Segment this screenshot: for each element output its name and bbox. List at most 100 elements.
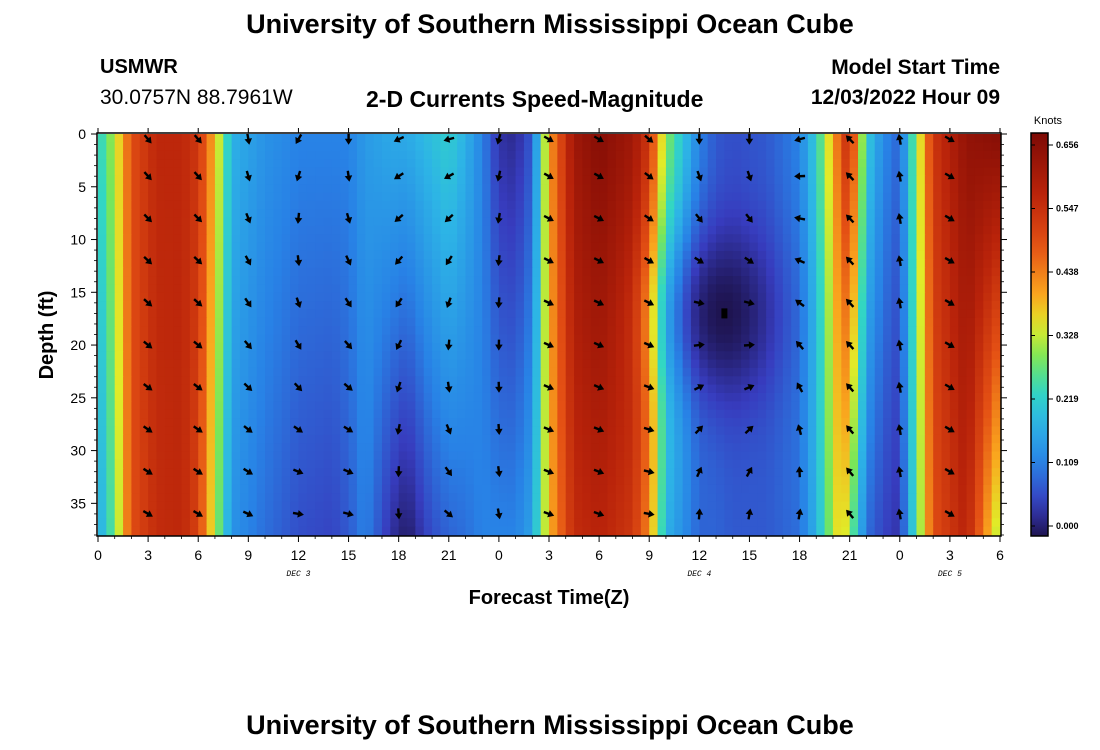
- heat-cell: [557, 409, 567, 419]
- heat-cell: [557, 217, 567, 227]
- heat-cell: [290, 317, 300, 327]
- heat-cell: [849, 443, 859, 453]
- heat-cell: [883, 192, 893, 202]
- heat-cell: [674, 225, 684, 235]
- heat-cell: [298, 159, 308, 169]
- heat-cell: [607, 443, 617, 453]
- heat-cell: [498, 259, 508, 269]
- heat-cell: [624, 276, 634, 285]
- heat-cell: [106, 409, 116, 419]
- heat-cell: [816, 384, 826, 394]
- heat-cell: [766, 409, 776, 419]
- heat-cell: [849, 225, 859, 235]
- heat-cell: [799, 175, 809, 185]
- heat-cell: [883, 159, 893, 169]
- heat-cell: [891, 501, 901, 511]
- heat-cell: [507, 501, 517, 511]
- heat-cell: [816, 192, 826, 202]
- heat-cell: [239, 167, 249, 177]
- heat-cell: [724, 409, 734, 419]
- heat-cell: [582, 250, 592, 260]
- heat-cell: [958, 509, 968, 519]
- heat-cell: [490, 401, 500, 411]
- heat-cell: [557, 292, 567, 302]
- heat-cell: [407, 242, 416, 252]
- heat-cell: [849, 167, 859, 177]
- heat-cell: [749, 418, 759, 427]
- heat-cell: [223, 250, 233, 260]
- heat-cell: [582, 451, 592, 461]
- heat-cell: [565, 493, 575, 503]
- heat-cell: [482, 142, 492, 152]
- heat-cell: [766, 217, 776, 227]
- heat-cell: [457, 351, 467, 361]
- heat-cell: [507, 367, 517, 377]
- heat-cell: [991, 342, 1001, 352]
- heat-cell: [465, 426, 475, 436]
- heat-cell: [290, 217, 300, 227]
- heat-cell: [448, 225, 458, 235]
- heat-cell: [432, 426, 442, 436]
- heat-cell: [457, 509, 467, 519]
- heat-cell: [949, 409, 959, 419]
- heat-cell: [298, 376, 308, 386]
- heat-cell: [832, 459, 842, 469]
- heat-cell: [340, 351, 350, 361]
- heat-cell: [824, 484, 834, 494]
- heat-cell: [381, 225, 391, 235]
- heat-cell: [189, 242, 199, 252]
- heat-cell: [741, 234, 751, 244]
- heat-cell: [690, 167, 700, 177]
- heat-cell: [473, 142, 483, 152]
- heat-cell: [365, 167, 375, 177]
- heat-cell: [949, 184, 959, 194]
- heat-cell: [807, 451, 817, 461]
- heat-cell: [824, 392, 834, 402]
- heat-cell: [415, 367, 425, 377]
- heat-cell: [407, 292, 416, 302]
- heat-cell: [590, 334, 600, 344]
- heat-cell: [315, 225, 325, 235]
- heat-cell: [949, 225, 959, 235]
- heat-cell: [933, 317, 943, 327]
- heat-cell: [958, 484, 968, 494]
- heat-cell: [874, 192, 884, 202]
- heat-cell: [908, 367, 918, 377]
- heat-cell: [373, 476, 383, 486]
- heat-cell: [866, 359, 876, 369]
- heat-cell: [699, 476, 709, 486]
- heat-cell: [390, 443, 400, 453]
- heat-cell: [532, 317, 542, 327]
- heat-cell: [565, 234, 575, 244]
- heat-cell: [457, 276, 467, 285]
- heat-cell: [640, 468, 650, 478]
- heat-cell: [323, 342, 333, 352]
- heat-cell: [148, 484, 158, 494]
- heat-cell: [916, 150, 926, 160]
- heat-cell: [323, 326, 333, 336]
- heat-cell: [457, 367, 467, 377]
- heat-cell: [265, 401, 274, 411]
- heat-cell: [807, 250, 817, 260]
- heat-cell: [615, 142, 625, 152]
- heat-cell: [874, 317, 884, 327]
- heat-cell: [682, 259, 692, 269]
- heat-cell: [599, 250, 609, 260]
- heat-cell: [615, 392, 625, 402]
- heat-cell: [198, 359, 208, 369]
- heat-cell: [549, 217, 558, 227]
- heat-cell: [214, 284, 224, 294]
- heat-cell: [315, 292, 325, 302]
- heat-cell: [849, 209, 859, 219]
- heat-cell: [958, 501, 968, 511]
- heat-cell: [123, 376, 133, 386]
- heat-cell: [173, 501, 183, 511]
- heat-cell: [223, 142, 233, 152]
- heat-cell: [674, 493, 684, 503]
- heat-cell: [774, 134, 784, 143]
- heat-cell: [966, 134, 976, 143]
- heat-cell: [114, 167, 124, 177]
- heat-cell: [724, 501, 734, 511]
- heat-cell: [649, 359, 659, 369]
- heat-cell: [958, 476, 968, 486]
